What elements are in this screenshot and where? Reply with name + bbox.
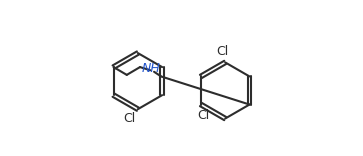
Text: Cl: Cl (123, 112, 135, 125)
Text: Cl: Cl (217, 45, 229, 58)
Text: NH: NH (142, 62, 160, 75)
Text: Cl: Cl (197, 109, 209, 122)
